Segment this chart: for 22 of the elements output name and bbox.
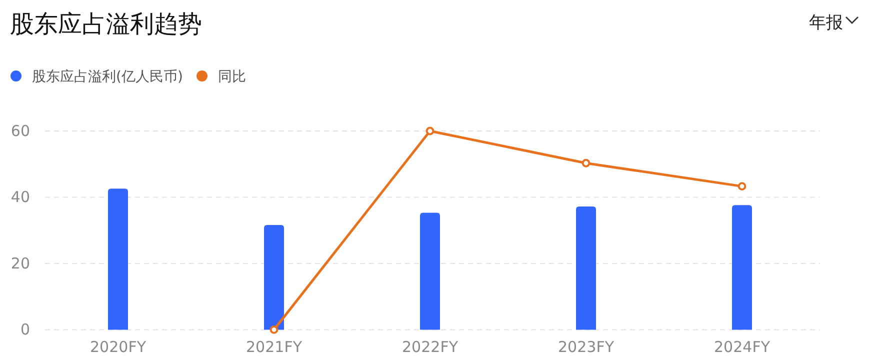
point	[426, 126, 434, 136]
x-tick-label: 2020FY	[90, 338, 147, 356]
x-tick-label: 2023FY	[558, 338, 615, 356]
bar	[264, 225, 284, 330]
point	[270, 326, 278, 334]
y-tick-label: 20	[10, 254, 30, 272]
point	[582, 158, 590, 168]
bar	[420, 212, 440, 330]
x-tick-label: 2021FY	[246, 338, 303, 356]
chart-title: 股东应占溢利趋势	[10, 10, 202, 38]
y-tick-label: 0	[20, 320, 30, 339]
bar	[576, 206, 596, 330]
x-tick-label: 2024FY	[714, 338, 771, 356]
y-tick-label: 60	[10, 122, 30, 140]
legend-label: 股东应占溢利(亿人民币)	[32, 69, 183, 85]
text: 年报	[809, 13, 843, 33]
bar	[732, 205, 752, 330]
legend-label: 同比	[218, 69, 246, 85]
x-tick-label: 2022FY	[402, 338, 459, 356]
bar	[108, 188, 128, 330]
point	[738, 182, 746, 191]
y-tick-label: 40	[10, 188, 30, 206]
